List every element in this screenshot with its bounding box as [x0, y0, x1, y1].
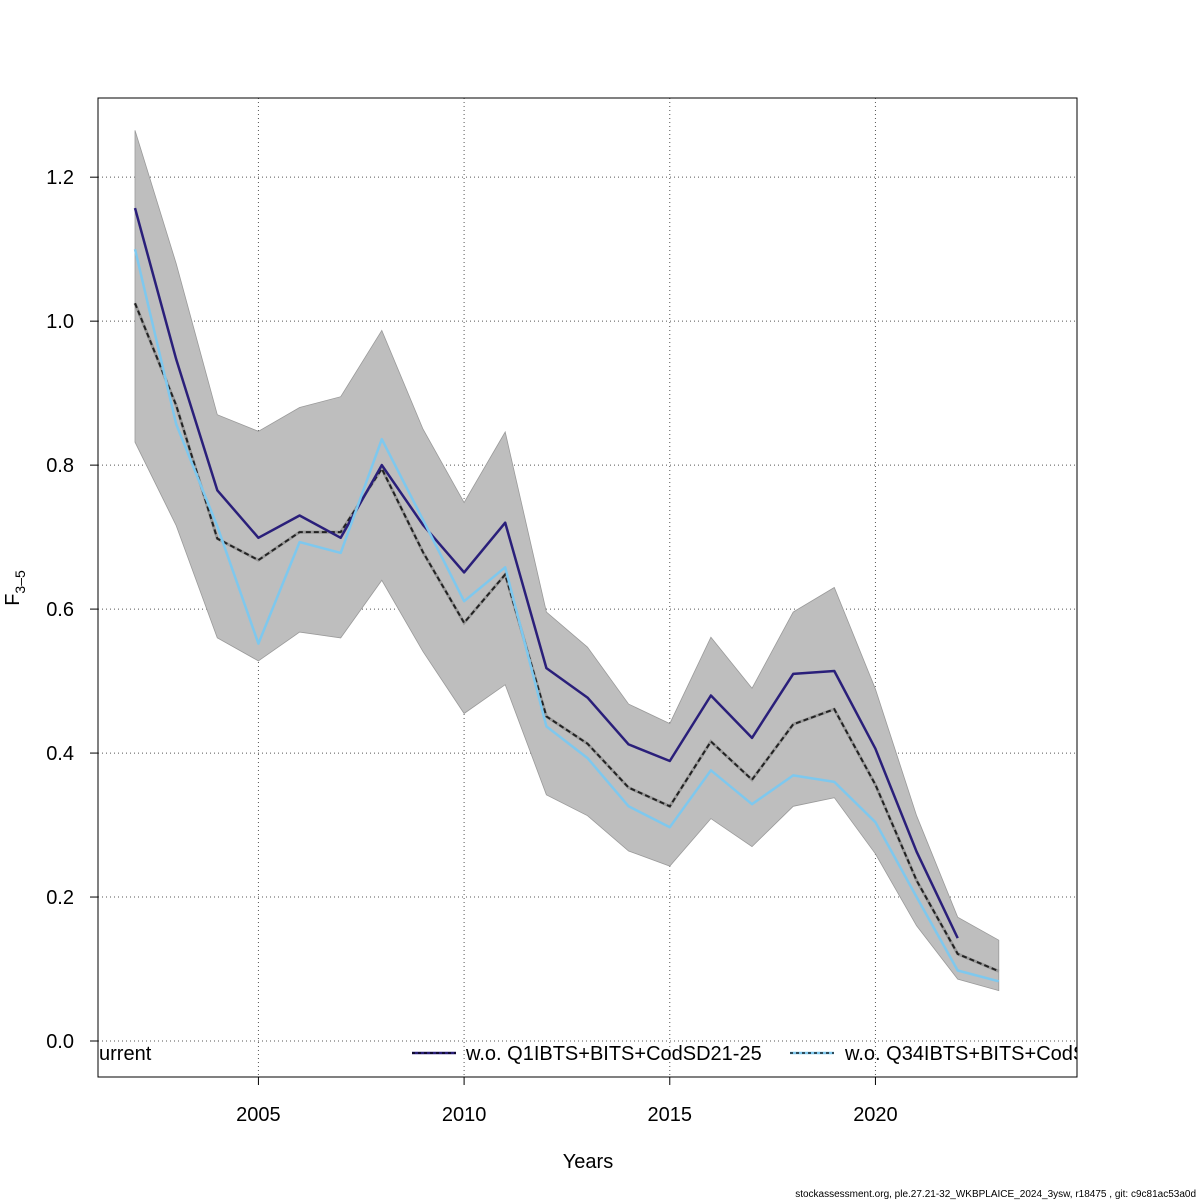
confidence-band-layer — [134, 130, 1000, 992]
x-tick-label-1: 2010 — [442, 1104, 487, 1126]
y-tick-label-3: 0.6 — [46, 599, 74, 621]
legend: urrent w.o. Q1IBTS+BITS+CodSD21-25 w.o. … — [99, 1043, 1086, 1065]
y-tick-label-5: 1.0 — [46, 311, 74, 333]
y-axis-title-subscript: 3–5 — [12, 570, 28, 594]
y-tick-label-2: 0.4 — [46, 743, 74, 765]
y-axis-title: F3–5 — [2, 570, 28, 606]
y-tick-label-4: 0.8 — [46, 455, 74, 477]
confidence-band — [134, 130, 1000, 992]
y-tick-label-1: 0.2 — [46, 887, 74, 909]
y-axis: 0.0 0.2 0.4 0.6 0.8 1.0 1.2 — [46, 167, 98, 1053]
series-1-line — [133, 207, 959, 939]
x-tick-label-3: 2020 — [853, 1104, 898, 1126]
x-tick-label-2: 2015 — [648, 1104, 693, 1126]
plot-frame — [97, 97, 1078, 1078]
x-tick-label-0: 2005 — [236, 1104, 281, 1126]
legend-label-current: urrent — [99, 1043, 152, 1065]
legend-label-q1: w.o. Q1IBTS+BITS+CodSD21-25 — [465, 1043, 762, 1065]
x-axis-title: Years — [563, 1151, 613, 1173]
footer-credit: stockassessment.org, ple.27.21-32_WKBPLA… — [795, 1189, 1196, 1200]
y-tick-label-0: 0.0 — [46, 1031, 74, 1053]
legend-label-q34: w.o. Q34IBTS+BITS+CodS — [844, 1043, 1086, 1065]
y-tick-label-6: 1.2 — [46, 167, 74, 189]
x-axis: 2005 2010 2015 2020 — [236, 1077, 898, 1126]
series-2-line — [133, 248, 1000, 983]
y-axis-title-main: F — [2, 594, 24, 606]
series-0-line — [134, 302, 1000, 973]
series-layer — [133, 207, 1000, 983]
